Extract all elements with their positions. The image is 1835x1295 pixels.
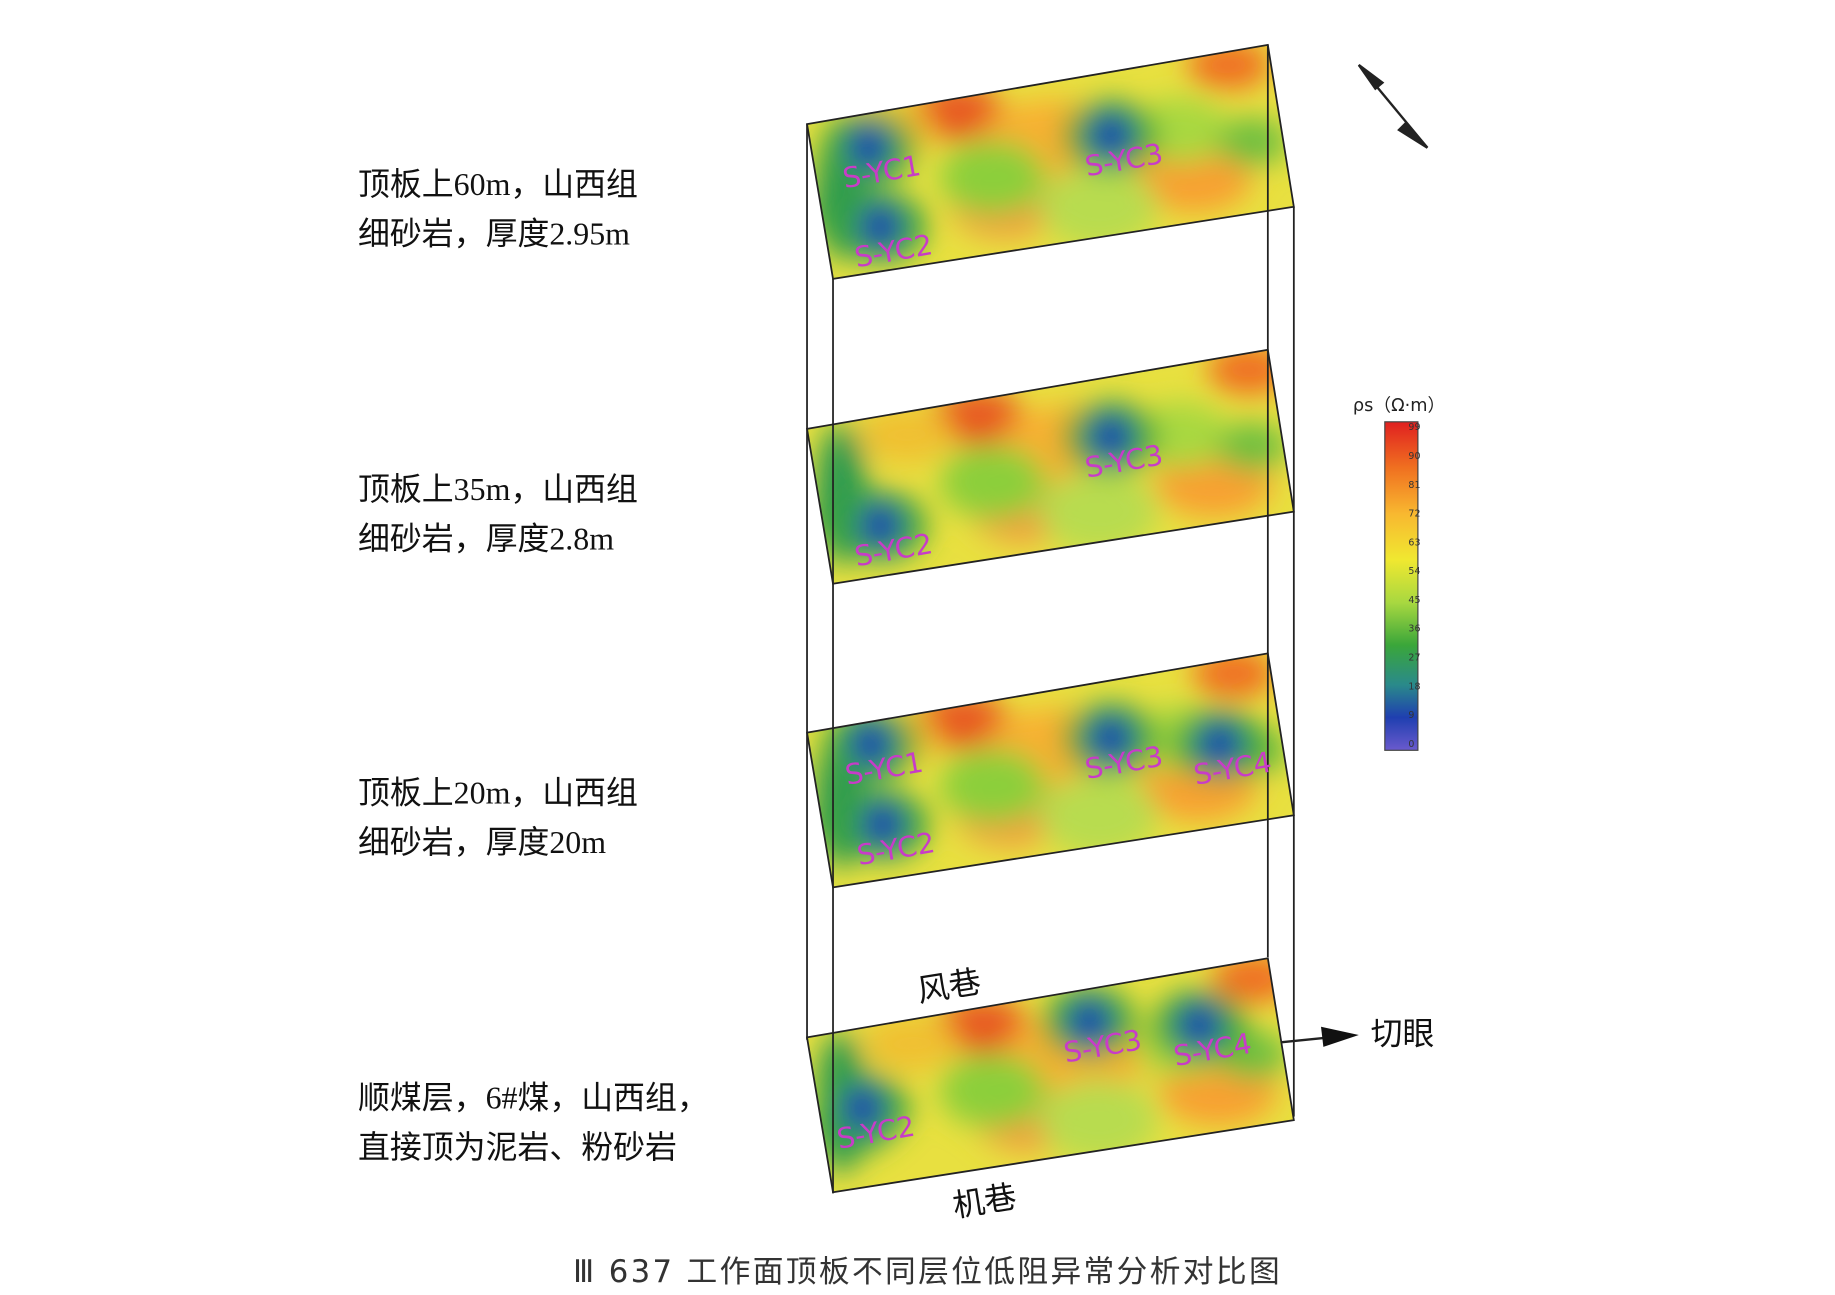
low-zone (1089, 413, 1132, 461)
layer-description: 顺煤层，6#煤，山西组， (358, 1080, 709, 1115)
mid-zone (1217, 421, 1288, 472)
legend-tick: 18 (1408, 681, 1420, 692)
legend-tick: 72 (1408, 509, 1420, 520)
low-zone (859, 203, 902, 251)
mid-zone (939, 140, 1046, 215)
low-zone (1178, 1001, 1221, 1050)
high-zone (1192, 653, 1275, 699)
high-zone (863, 1014, 959, 1072)
low-zone (847, 124, 890, 172)
caption: Ⅲ 637 工作面顶板不同层位低阻异常分析对比图 (573, 1254, 1282, 1290)
mid-zone (1134, 401, 1229, 468)
layer-description: 顶板上35m，山西组 (358, 472, 638, 507)
slice-outline (806, 652, 1295, 889)
mid-zone (1039, 1078, 1158, 1162)
cut-label: 切眼 (1371, 1017, 1435, 1052)
legend-tick: 9 (1408, 710, 1414, 721)
layer-description: 细砂岩，厚度2.8m (358, 521, 614, 556)
low-zone (859, 502, 902, 550)
legend-title: ρs（Ω·m） (1353, 396, 1445, 416)
low-zone (1089, 112, 1132, 160)
mid-zone (939, 1053, 1046, 1128)
legend-tick: 81 (1408, 480, 1420, 491)
mid-zone (1134, 96, 1229, 164)
legend-tick: 36 (1408, 624, 1420, 635)
legend-tick: 99 (1408, 422, 1420, 433)
layer-description: 细砂岩，厚度2.95m (358, 217, 630, 252)
mid-zone (1217, 116, 1288, 167)
legend-tick: 45 (1408, 595, 1420, 606)
high-zone (859, 406, 954, 464)
lower-roadway: 机巷 (950, 1179, 1018, 1224)
cut-arrow (1281, 1026, 1359, 1047)
slice-outline (806, 43, 1295, 280)
legend-tick: 90 (1408, 451, 1420, 462)
mid-zone (1039, 470, 1158, 553)
mid-zone (939, 748, 1046, 823)
legend-tick: 63 (1408, 537, 1420, 548)
slice-outline (806, 957, 1295, 1194)
low-zone (1089, 714, 1132, 763)
resistivity-slice (807, 958, 1294, 1193)
mid-zone (939, 444, 1046, 520)
layer-description: 顶板上60m，山西组 (358, 167, 638, 202)
blobs (809, 653, 1288, 869)
mid-zone (1039, 773, 1158, 857)
resistivity-slice (807, 44, 1294, 279)
layer-description: 顶板上20m，山西组 (358, 775, 638, 810)
color-bar (1384, 421, 1419, 751)
low-zone (1198, 720, 1241, 769)
north-arrow (1357, 64, 1429, 149)
frame-lines (806, 44, 1295, 1194)
mid-zone (1039, 165, 1158, 249)
low-zone (1068, 998, 1111, 1046)
low-zone (849, 720, 893, 769)
blobs (809, 44, 1288, 263)
low-zone (861, 801, 904, 849)
upper-roadway: 风巷 (915, 964, 983, 1009)
layer-description: 细砂岩，厚度20m (358, 825, 606, 860)
slice-outline (806, 348, 1295, 585)
legend-tick: 0 (1408, 739, 1414, 750)
layer-description: 直接顶为泥岩、粉砂岩 (358, 1130, 677, 1165)
high-zone (1187, 44, 1271, 90)
low-zone (841, 1084, 884, 1132)
legend-tick: 54 (1408, 566, 1420, 577)
blobs (809, 958, 1294, 1174)
legend-tick: 27 (1408, 653, 1420, 664)
blobs (809, 349, 1291, 565)
